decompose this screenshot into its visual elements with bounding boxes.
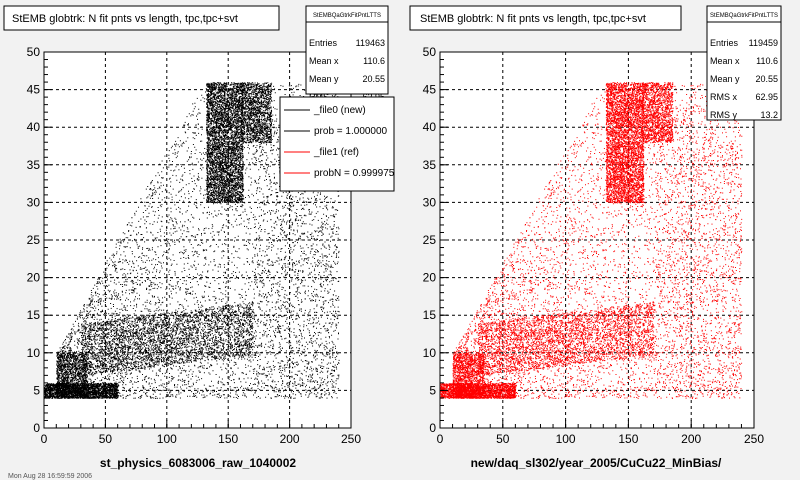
y-tick-label: 45 — [27, 83, 41, 97]
left-legend-entries: _file0 (new) prob = 1.000000 _file1 (ref) p… — [284, 105, 395, 179]
y-tick-label: 50 — [423, 45, 437, 59]
y-tick-label: 15 — [423, 308, 437, 322]
y-tick-label: 30 — [27, 195, 41, 209]
y-tick-label: 40 — [423, 120, 437, 134]
right-stats-box: StEMBQaGtrkFitPntLTTS Entries 119459 Mean … — [706, 5, 782, 121]
right-scatter-points — [440, 82, 743, 399]
left-scatter-points — [44, 82, 340, 399]
y-tick-label: 25 — [27, 233, 41, 247]
stats-label: Mean x — [309, 56, 339, 66]
y-tick-label: 5 — [429, 383, 436, 397]
y-tick-label: 50 — [27, 45, 41, 59]
right-chart-title: StEMB globtrk: N fit pnts vs length, tpc… — [420, 13, 646, 25]
x-tick-label: 50 — [496, 432, 510, 446]
left-x-axis-label: st_physics_6083006_raw_1040002 — [100, 456, 296, 470]
stats-value: 119463 — [356, 38, 385, 48]
left-title-box: StEMB globtrk: N fit pnts vs length, tpc… — [3, 5, 280, 31]
y-tick-label: 15 — [27, 308, 41, 322]
y-tick-label: 40 — [27, 120, 41, 134]
y-tick-label: 5 — [33, 383, 40, 397]
scatter-point-cloud — [44, 82, 340, 399]
y-tick-label: 20 — [27, 271, 41, 285]
stats-label: RMS y — [710, 110, 738, 120]
x-tick-label: 200 — [280, 432, 300, 446]
stats-label: Mean y — [309, 74, 339, 84]
stats-label: Entries — [309, 38, 338, 48]
left-chart-title: StEMB globtrk: N fit pnts vs length, tpc… — [12, 13, 238, 25]
y-tick-label: 10 — [27, 346, 41, 360]
stats-value: 20.55 — [755, 74, 778, 84]
stats-value: 119459 — [749, 38, 778, 48]
y-tick-label: 45 — [423, 83, 437, 97]
left-pad: 0 50 100 150 200 250 0 5 10 15 20 25 30 35 40 45 50 StEM… — [3, 5, 395, 470]
scatter-point-cloud — [440, 82, 743, 399]
right-stats-rows: Entries 119459 Mean x 110.6 Mean y 20.55 RMS x… — [710, 38, 778, 120]
y-tick-label: 10 — [423, 346, 437, 360]
stats-label: Mean y — [710, 74, 740, 84]
stats-value: 110.6 — [363, 56, 385, 66]
x-tick-label: 100 — [157, 432, 177, 446]
stats-value: 110.6 — [756, 56, 778, 66]
x-tick-label: 150 — [218, 432, 238, 446]
footer-timestamp: Mon Aug 28 16:59:59 2006 — [8, 473, 92, 480]
legend-entry-label: probN = 0.999975 — [314, 168, 395, 179]
x-tick-label: 150 — [618, 432, 638, 446]
x-tick-label: 100 — [556, 432, 576, 446]
y-tick-label: 35 — [27, 158, 41, 172]
left-stats-box: StEMBQaGtrkFitPntLTTS Entries 119463 Mean … — [305, 5, 389, 102]
x-tick-label: 200 — [681, 432, 701, 446]
stats-value: 62.95 — [755, 92, 778, 102]
y-tick-label: 0 — [429, 421, 436, 435]
x-tick-label: 0 — [41, 432, 48, 446]
stats-value: 20.55 — [362, 74, 385, 84]
stats-value: 13.2 — [760, 110, 778, 120]
y-tick-label: 20 — [423, 271, 437, 285]
y-tick-label: 35 — [423, 158, 437, 172]
y-tick-label: 0 — [33, 421, 40, 435]
x-tick-label: 250 — [744, 432, 764, 446]
y-tick-label: 25 — [423, 233, 437, 247]
left-legend: _file0 (new) prob = 1.000000 _file1 (ref) p… — [279, 96, 395, 192]
right-title-box: StEMB globtrk: N fit pnts vs length, tpc… — [409, 5, 682, 31]
right-pad: 0 50 100 150 200 250 0 5 10 15 20 25 30 35 40 45 50 StEM… — [409, 5, 782, 470]
x-tick-label: 50 — [99, 432, 113, 446]
right-x-axis-label: new/daq_sl302/year_2005/CuCu22_MinBias/ — [471, 456, 722, 470]
right-stats-name: StEMBQaGtrkFitPntLTTS — [710, 13, 778, 19]
stats-label: Entries — [710, 38, 739, 48]
right-axes: 0 50 100 150 200 250 0 5 10 15 20 25 30 35 40 45 50 — [423, 45, 765, 446]
left-stats-name: StEMBQaGtrkFitPntLTTS — [313, 13, 381, 19]
legend-entry-label: prob = 1.000000 — [314, 126, 388, 137]
y-tick-label: 30 — [423, 195, 437, 209]
legend-entry-label: _file1 (ref) — [313, 147, 359, 158]
stats-label: RMS x — [710, 92, 738, 102]
x-tick-label: 0 — [437, 432, 444, 446]
stats-label: Mean x — [710, 56, 740, 66]
x-tick-label: 250 — [341, 432, 361, 446]
legend-entry-label: _file0 (new) — [313, 105, 366, 116]
left-axes: 0 50 100 150 200 250 0 5 10 15 20 25 30 35 40 45 50 — [27, 45, 362, 446]
